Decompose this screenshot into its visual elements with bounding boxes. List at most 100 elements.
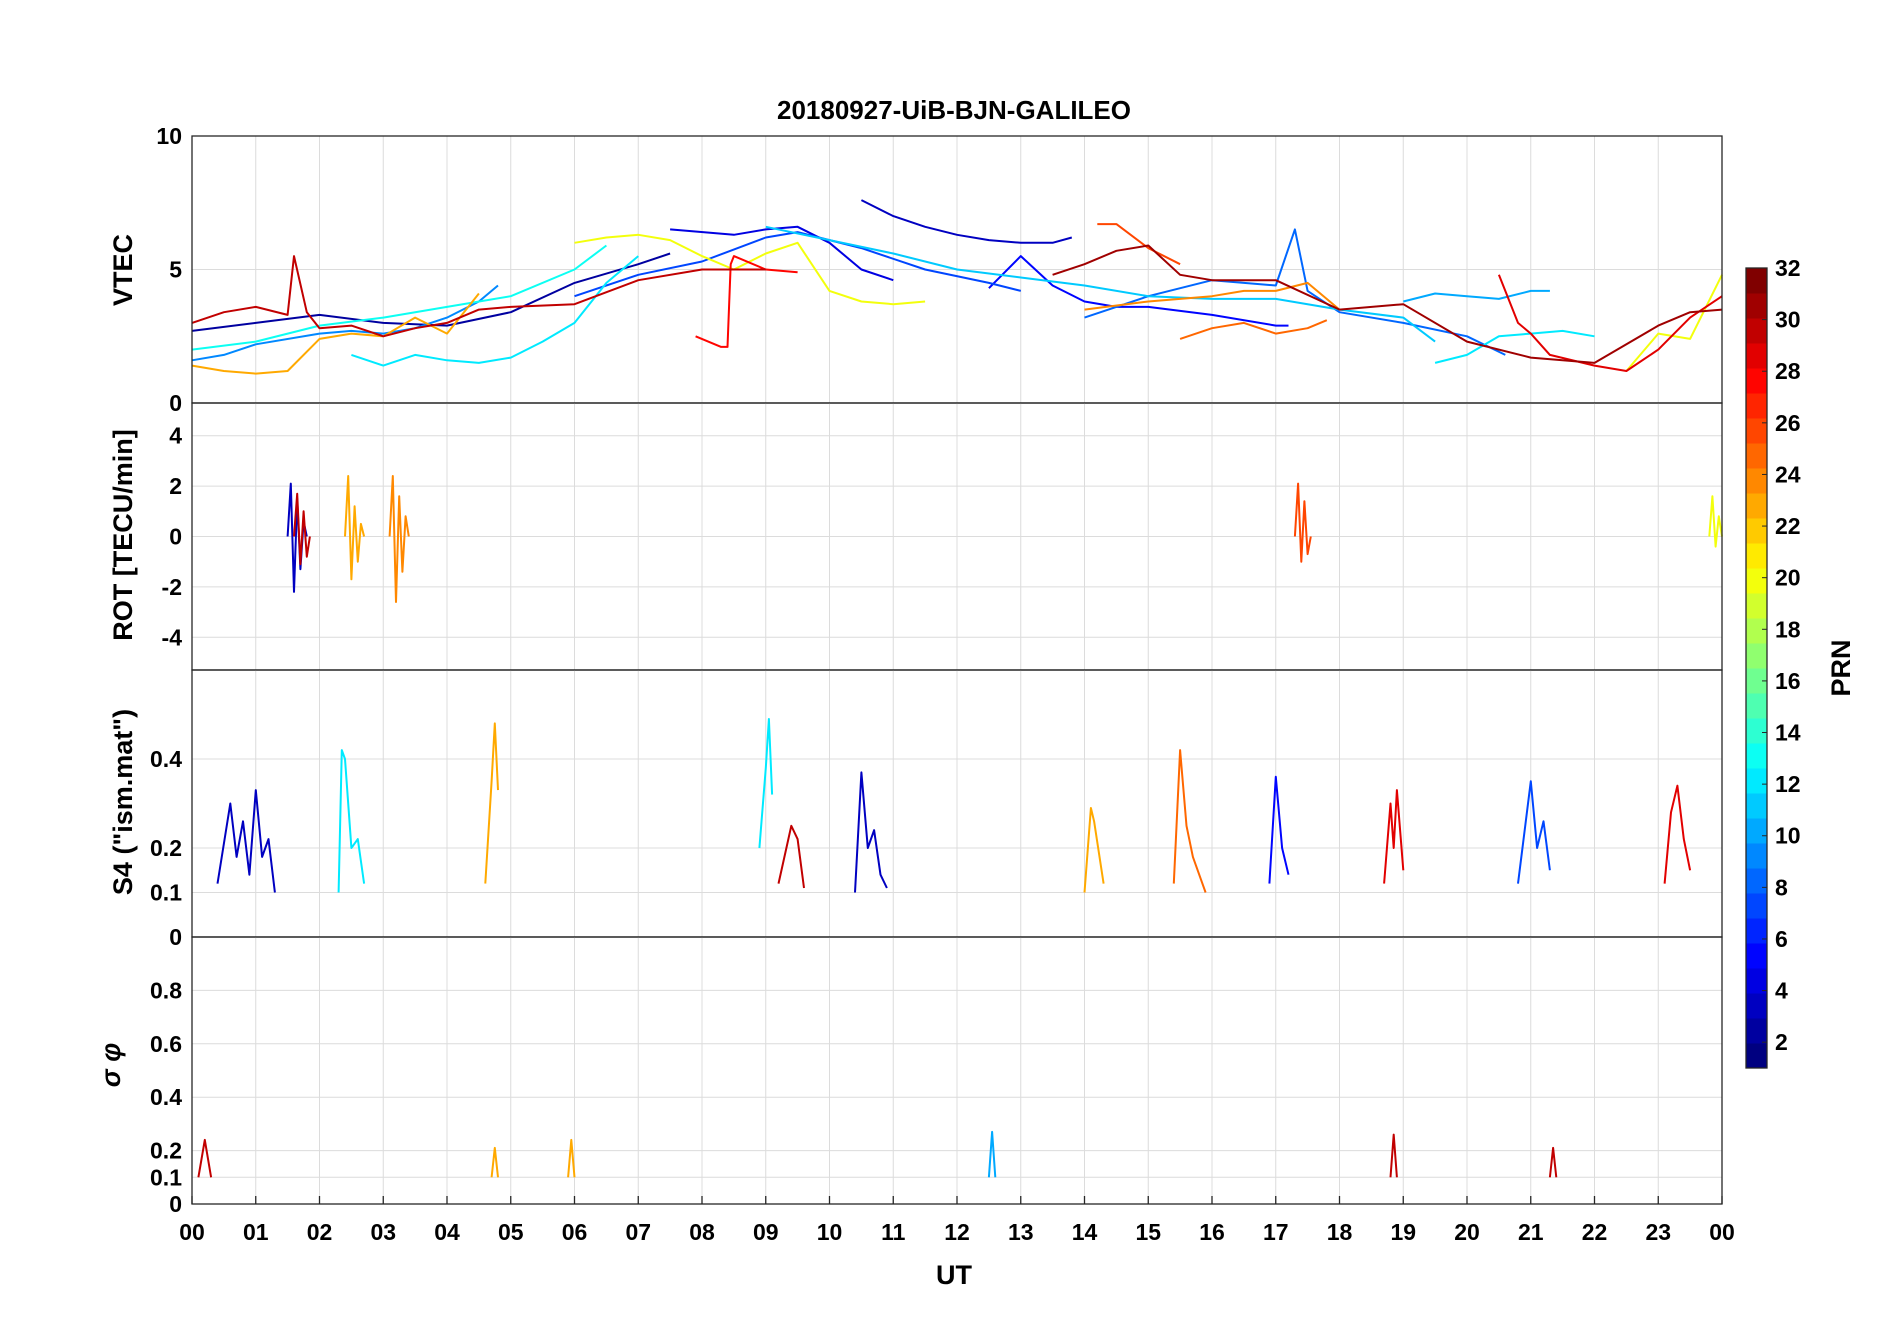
- colorbar-segment: [1746, 318, 1767, 344]
- y-tick-label: 4: [169, 423, 182, 449]
- x-tick-label: 15: [1135, 1219, 1161, 1245]
- series-line: [1383, 789, 1405, 884]
- y-axis-label: σ φ: [96, 1043, 126, 1087]
- series-line: [758, 718, 774, 849]
- colorbar-tick-label: 18: [1775, 616, 1801, 642]
- series-line: [490, 1146, 499, 1178]
- series-line: [1625, 274, 1723, 372]
- series-line: [216, 789, 276, 893]
- y-tick-label: 0: [169, 390, 182, 416]
- colorbar-tick-label: 14: [1775, 720, 1801, 746]
- series-line: [484, 722, 499, 884]
- colorbar-tick-label: 32: [1775, 255, 1801, 281]
- colorbar-segment: [1746, 293, 1767, 319]
- series-line: [854, 771, 888, 893]
- colorbar-tick-label: 24: [1775, 461, 1801, 487]
- colorbar-segment: [1746, 493, 1767, 519]
- colorbar-tick-label: 16: [1775, 668, 1801, 694]
- colorbar-segment: [1746, 668, 1767, 694]
- y-axis-label: ROT [TECU/min]: [108, 429, 138, 640]
- colorbar-segment: [1746, 343, 1767, 369]
- x-tick-label: 05: [498, 1219, 524, 1245]
- colorbar-tick-label: 26: [1775, 410, 1801, 436]
- series-line: [293, 492, 311, 566]
- series-line: [1052, 244, 1723, 364]
- series-line: [191, 284, 499, 362]
- x-tick-label: 13: [1008, 1219, 1034, 1245]
- colorbar-segment: [1746, 368, 1767, 394]
- series-line: [1708, 495, 1723, 548]
- colorbar-segment: [1746, 1043, 1767, 1069]
- x-tick-label: 16: [1199, 1219, 1225, 1245]
- colorbar-segment: [1746, 1018, 1767, 1044]
- series-line: [567, 1138, 576, 1178]
- colorbar-segment: [1746, 518, 1767, 544]
- x-tick-label: 02: [307, 1219, 333, 1245]
- series-line: [777, 824, 805, 889]
- colorbar-segment: [1746, 768, 1767, 794]
- x-tick-label: 23: [1645, 1219, 1671, 1245]
- colorbar-segment: [1746, 418, 1767, 444]
- rot-panel: -4 -2 0 2 4 ROT [TECU/min]: [108, 402, 1723, 671]
- colorbar-tick-label: 30: [1775, 307, 1801, 333]
- colorbar-segment: [1746, 593, 1767, 619]
- colorbar-segment: [1746, 268, 1767, 294]
- colorbar-tick-label: 2: [1775, 1029, 1788, 1055]
- series-line: [1268, 775, 1290, 884]
- series-line: [1084, 228, 1506, 356]
- colorbar-tick-label: 20: [1775, 565, 1801, 591]
- x-tick-label: 18: [1327, 1219, 1353, 1245]
- x-tick-label: 17: [1263, 1219, 1289, 1245]
- x-tick-label: 00: [1709, 1219, 1735, 1245]
- series-line: [1548, 1146, 1558, 1178]
- series-line: [765, 225, 1436, 343]
- colorbar-tick-label: 6: [1775, 926, 1788, 952]
- x-tick-label: 08: [689, 1219, 715, 1245]
- colorbar-segment: [1746, 943, 1767, 969]
- x-axis-label: UT: [936, 1260, 972, 1290]
- series-line: [1172, 749, 1207, 893]
- colorbar-segment: [1746, 843, 1767, 869]
- series-line: [860, 199, 1073, 244]
- x-tick-label: 07: [625, 1219, 651, 1245]
- series-line: [337, 749, 366, 893]
- y-tick-label: -4: [162, 624, 183, 650]
- y-tick-label: 0.1: [150, 880, 182, 906]
- y-tick-label: 0: [169, 1191, 182, 1217]
- y-tick-label: 0: [169, 924, 182, 950]
- y-tick-label: 5: [169, 257, 182, 283]
- colorbar-segment: [1746, 693, 1767, 719]
- sigma-phi-panel: 00.10.2 0.4 0.6 0.8 σ φ: [96, 936, 1723, 1217]
- series-line: [1389, 1133, 1398, 1178]
- series-line: [1517, 780, 1551, 884]
- colorbar-segment: [1746, 743, 1767, 769]
- colorbar-tick-label: 12: [1775, 771, 1801, 797]
- colorbar-segment: [1746, 818, 1767, 844]
- x-tick-label: 04: [434, 1219, 460, 1245]
- colorbar-label: PRN: [1826, 639, 1856, 696]
- colorbar-tick-label: 28: [1775, 358, 1801, 384]
- colorbar-segment: [1746, 718, 1767, 744]
- chart-title: 20180927-UiB-BJN-GALILEO: [777, 95, 1131, 125]
- colorbar-segment: [1746, 868, 1767, 894]
- y-tick-label: 0.4: [150, 746, 182, 772]
- y-tick-label: 0.2: [150, 1138, 182, 1164]
- series-line: [191, 252, 671, 332]
- series-line: [351, 255, 639, 367]
- y-axis-label: S4 ("ism.mat"): [108, 709, 138, 895]
- y-tick-label: 0.8: [150, 977, 182, 1003]
- series-line: [1097, 223, 1181, 266]
- series-line: [191, 292, 480, 375]
- series-line: [1497, 274, 1723, 372]
- series-line: [1083, 807, 1105, 893]
- colorbar-segment: [1746, 793, 1767, 819]
- series-line: [1084, 281, 1341, 311]
- y-tick-label: 0.6: [150, 1031, 182, 1057]
- x-tick-label: 14: [1072, 1219, 1098, 1245]
- series-line: [574, 231, 1022, 298]
- colorbar-tick-label: 22: [1775, 513, 1801, 539]
- x-tick-label: 03: [370, 1219, 396, 1245]
- x-tick-label: 12: [944, 1219, 970, 1245]
- x-tick-label: 00: [179, 1219, 205, 1245]
